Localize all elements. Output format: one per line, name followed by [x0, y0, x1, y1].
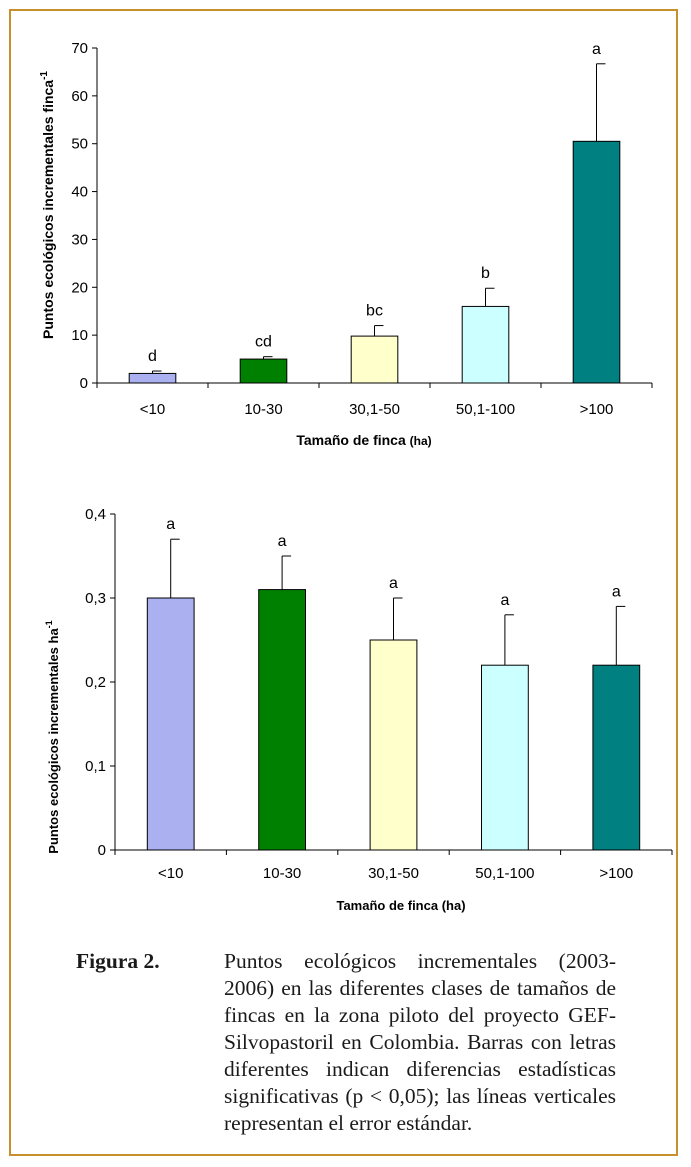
- chart2-significance-letter: a: [278, 533, 287, 550]
- chart1-bar: [350, 335, 399, 384]
- chart1-significance-letter: d: [148, 348, 157, 365]
- chart2-y-tick-label: 0,3: [85, 590, 106, 607]
- chart1-bar: [239, 358, 288, 384]
- chart2-y-tick-label: 0: [98, 842, 106, 859]
- chart2-bar: [146, 597, 195, 851]
- chart2-bar: [592, 664, 641, 851]
- chart1-x-title: Tamaño de finca (ha): [296, 432, 431, 448]
- caption-label: Figura 2.: [76, 949, 160, 973]
- chart1-y-tick-label: 30: [71, 231, 88, 248]
- caption-text: Puntos ecológicos incrementales (2003-20…: [224, 949, 616, 1135]
- chart2-bar: [258, 589, 306, 851]
- figure-frame: [9, 9, 678, 1156]
- chart1-y-title-sup: -1: [39, 71, 50, 80]
- chart1-y-tick-label: 40: [71, 184, 88, 201]
- chart1-y-tick-label: 0: [80, 375, 88, 392]
- chart2-bar: [481, 664, 529, 851]
- chart2-significance-letter: a: [166, 516, 175, 533]
- chart1-y-tick-label: 70: [71, 40, 88, 57]
- chart1-y-tick-label: 50: [71, 136, 88, 153]
- chart1-x-tick-label: 50,1-100: [456, 401, 515, 418]
- chart1-significance-letter: a: [592, 41, 601, 58]
- chart2-x-title: Tamaño de finca (ha): [336, 898, 465, 913]
- chart1-x-tick-label: 10-30: [244, 401, 282, 418]
- chart2-y-title-sup: -1: [44, 620, 54, 628]
- chart2-significance-letter: a: [389, 575, 398, 592]
- chart1-x-tick-label: <10: [140, 401, 165, 418]
- chart1-y-title: Puntos ecológicos incrementales finca-1: [39, 71, 56, 339]
- chart2-significance-letter: a: [500, 592, 509, 609]
- chart-hectare-points: 0 0,1 0,2 0,3 0,4 a <10 a 10-30 a 30,1-50 a 50,1-10…: [44, 506, 673, 913]
- chart2-x-tick-label: 10-30: [263, 865, 301, 882]
- chart2-bar: [369, 639, 418, 851]
- chart2-y-tick-label: 0,2: [85, 674, 106, 691]
- chart-farm-points: 0 10 20 30 40 50 60 70 d <10 cd 10-30 bc 30,1-50 b 50,…: [39, 40, 653, 448]
- chart2-y-title-main: Puntos ecológicos incrementales ha: [46, 628, 61, 854]
- chart1-significance-letter: bc: [366, 303, 383, 320]
- chart2-x-tick-label: 50,1-100: [475, 865, 534, 882]
- chart1-axes: 0 10 20 30 40 50 60 70: [71, 40, 653, 392]
- chart1-x-tick-label: >100: [580, 401, 614, 418]
- chart1-bar: [461, 305, 510, 384]
- chart2-x-tick-label: <10: [158, 865, 183, 882]
- chart1-x-tick-label: 30,1-50: [349, 401, 400, 418]
- chart1-significance-letter: b: [481, 265, 490, 282]
- chart2-significance-letter: a: [612, 583, 621, 600]
- chart1-y-tick-label: 10: [71, 327, 88, 344]
- chart2-x-tick-label: >100: [599, 865, 633, 882]
- chart2-y-tick-label: 0,4: [85, 506, 106, 523]
- chart1-y-title-main: Puntos ecológicos incrementales finca: [40, 80, 56, 339]
- chart1-y-tick-label: 20: [71, 279, 88, 296]
- chart1-bar: [128, 372, 177, 384]
- chart1-significance-letter: cd: [255, 334, 272, 351]
- chart2-bars: a <10 a 10-30 a 30,1-50 a 50,1-100 a >100: [146, 516, 641, 882]
- chart1-bars: d <10 cd 10-30 bc 30,1-50 b 50,1-100 a >100: [128, 41, 621, 418]
- chart2-y-title: Puntos ecológicos incrementales ha-1: [44, 620, 61, 853]
- chart1-bar: [572, 140, 621, 384]
- chart2-x-tick-label: 30,1-50: [368, 865, 419, 882]
- chart1-x-title-unit: (ha): [410, 434, 432, 448]
- chart1-y-tick-label: 60: [71, 88, 88, 105]
- chart2-y-tick-label: 0,1: [85, 758, 106, 775]
- chart1-x-title-main: Tamaño de finca: [296, 432, 406, 448]
